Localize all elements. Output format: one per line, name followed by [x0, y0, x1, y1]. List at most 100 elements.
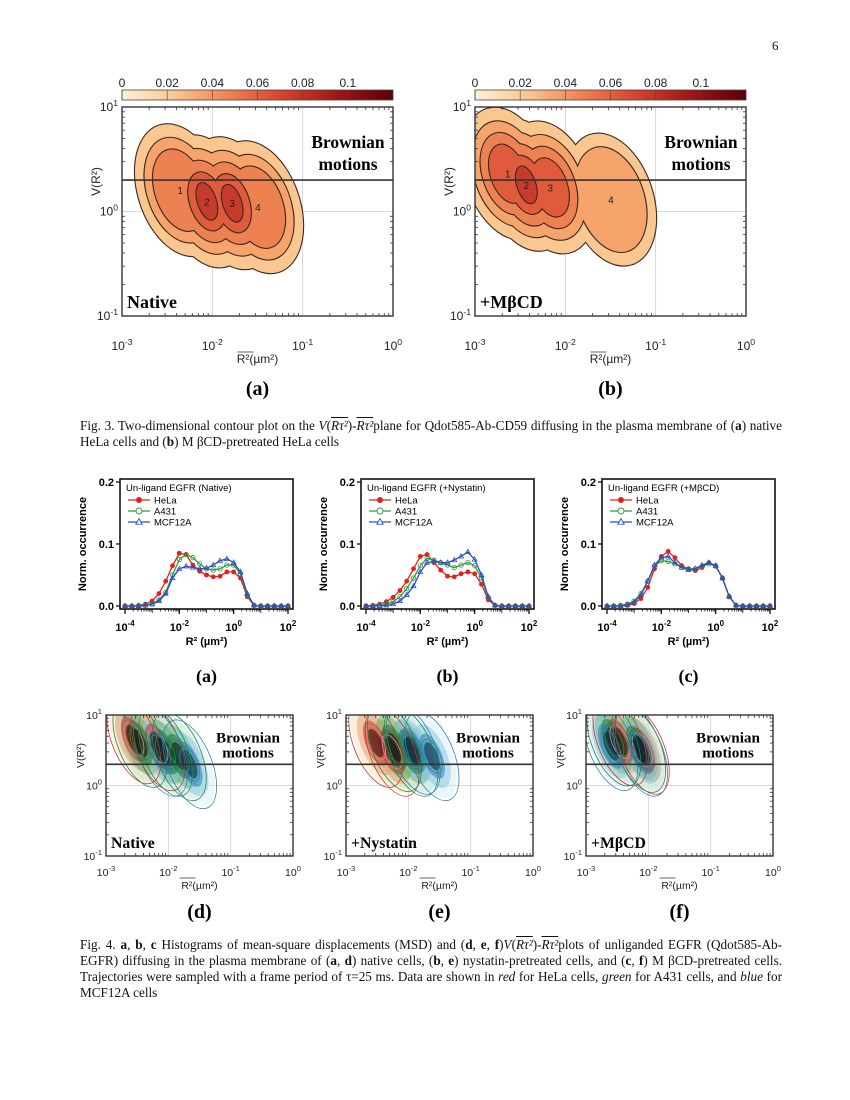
y-axis-label: V(R²) — [315, 743, 327, 768]
caption-text: ) — [499, 937, 504, 952]
data-point — [665, 552, 672, 559]
brownian-label: Brownian — [696, 730, 761, 747]
x-tick-label: 102 — [762, 619, 779, 634]
colorbar-tick-label: 0.08 — [644, 76, 668, 90]
plot-frame — [474, 106, 747, 317]
caption-text: a — [735, 418, 742, 433]
caption-text: Rτ² — [331, 418, 348, 433]
contour-level-fill — [575, 147, 647, 252]
data-point — [190, 555, 196, 561]
contour-fills — [133, 123, 305, 275]
legend-marker — [135, 507, 143, 515]
legend-label: A431 — [395, 507, 417, 518]
contour-fills — [348, 715, 460, 801]
legend-marker — [617, 507, 625, 515]
data-point — [464, 548, 471, 555]
data-point — [458, 562, 464, 568]
colorbar-tick-label: 0.02 — [155, 76, 179, 90]
caption-text: Fig. 4. — [80, 937, 121, 952]
y-tick-label: 100 — [100, 203, 118, 219]
x-axis-label: R²(µm²) — [181, 880, 217, 892]
panel-label: (b) — [437, 666, 459, 687]
caption-text: ) native HeLa cells and ( — [80, 418, 782, 449]
x-tick-label: 10-4 — [115, 619, 135, 634]
x-tick-label: 10-1 — [701, 864, 719, 879]
contour-level-fill — [602, 732, 619, 761]
legend-marker — [376, 507, 384, 515]
contour-line — [106, 715, 162, 785]
caption-text: Rτ² — [541, 937, 559, 952]
legend-marker — [136, 497, 142, 503]
contour-line — [129, 725, 151, 761]
fig4c-plot: 0.0 0.1 0.2 10-4 10-2 100 102 R² (µm²) Norm. occ… — [559, 477, 779, 687]
y-axis-label: Norm. occurrence — [559, 497, 571, 591]
caption-text: d — [344, 953, 352, 968]
data-point — [685, 566, 692, 573]
data-point — [369, 602, 376, 608]
data-point — [719, 574, 726, 581]
data-point — [705, 559, 712, 565]
contour-level-fill — [632, 737, 649, 766]
contour-level-fill — [386, 733, 403, 762]
caption-text: for A431 cells, and — [631, 969, 741, 984]
panel-label: (d) — [187, 901, 211, 923]
data-point — [176, 550, 182, 556]
contour-line — [155, 734, 176, 770]
caption-text: , — [440, 953, 449, 968]
data-point — [271, 602, 278, 608]
y-tick-label: 100 — [453, 203, 471, 219]
data-point — [189, 564, 196, 570]
data-point — [417, 554, 423, 559]
x-tick-label: 102 — [521, 619, 538, 634]
fig4b-plot: 0.0 0.1 0.2 10-4 10-2 100 102 R² (µm²) Norm. occ… — [318, 477, 538, 687]
data-point — [383, 601, 389, 607]
condition-label: Native — [127, 292, 177, 312]
data-point — [183, 562, 190, 569]
data-point — [383, 601, 390, 608]
contour-fills — [475, 107, 658, 267]
legend-title: Un-ligand EGFR (Native) — [126, 483, 232, 494]
y-tick-label: 0.2 — [581, 477, 596, 489]
data-point — [471, 556, 478, 562]
contour-fills — [586, 715, 670, 797]
contour-line — [123, 722, 145, 757]
legend-label: HeLa — [395, 496, 418, 507]
caption-text: c — [625, 953, 632, 968]
data-point — [658, 554, 665, 560]
x-tick-label: 10-2 — [555, 337, 576, 353]
data-point — [163, 578, 169, 584]
data-point — [156, 591, 162, 596]
caption-text: a — [120, 937, 128, 952]
caption-text: c — [150, 937, 157, 952]
data-point — [155, 597, 163, 604]
data-point — [250, 601, 258, 608]
x-tick-label: 10-2 — [652, 619, 672, 634]
data-point — [665, 549, 671, 554]
x-tick-label: 10-3 — [111, 337, 132, 353]
data-point — [210, 567, 216, 573]
data-point — [631, 598, 637, 604]
legend-marker — [617, 517, 625, 525]
data-point — [169, 574, 176, 581]
page-number: 6 — [772, 38, 779, 53]
data-point — [217, 566, 223, 572]
x-tick-label: 10-4 — [356, 619, 376, 634]
panel-label: (b) — [598, 378, 622, 400]
contour-line — [179, 746, 201, 782]
series-line-a431 — [125, 553, 288, 607]
caption-text: ) M βCD-pretreated HeLa cells — [174, 434, 340, 449]
plot-frame — [585, 714, 774, 857]
fig3b-plot: 0 0.02 0.04 0.06 0.08 0.1 1 2 3 4 10-3 10-2 10-1 100 1… — [442, 76, 755, 400]
x-axis-label: R²(µm²) — [661, 880, 697, 892]
caption-text: , — [142, 937, 151, 952]
brownian-label: Brownian — [456, 730, 521, 747]
contour-level-fill — [367, 728, 384, 758]
data-point — [637, 591, 645, 597]
data-point — [485, 593, 492, 599]
x-tick-label: 10-2 — [170, 619, 190, 634]
peak-label: 2 — [524, 181, 530, 192]
plot-frame — [119, 478, 294, 610]
data-point — [404, 586, 410, 592]
y-tick-label: 10-1 — [564, 848, 582, 863]
